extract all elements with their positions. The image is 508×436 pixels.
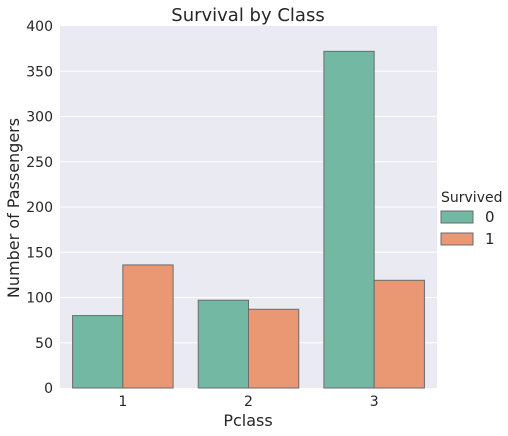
y-tick-label: 100 xyxy=(26,291,53,307)
bar-class-1-survived-1 xyxy=(122,264,174,389)
legend-swatch-0 xyxy=(440,210,474,224)
legend: Survived 0 1 xyxy=(440,190,502,248)
y-tick-label: 400 xyxy=(26,19,53,35)
x-tick-label: 3 xyxy=(370,394,379,410)
y-tick-label: 50 xyxy=(35,336,53,352)
x-axis-label: Pclass xyxy=(223,411,272,430)
y-tick-label: 300 xyxy=(26,110,53,126)
legend-title: Survived xyxy=(441,190,502,206)
y-tick-label: 200 xyxy=(26,200,53,216)
bar-class-2-survived-1 xyxy=(248,308,300,389)
x-tick-label: 2 xyxy=(244,394,253,410)
bar-class-1-survived-0 xyxy=(72,315,124,389)
x-tick-labels: 1 2 3 xyxy=(118,394,378,410)
legend-swatch-1 xyxy=(440,232,474,246)
bar-class-3-survived-1 xyxy=(373,279,425,389)
y-tick-label: 250 xyxy=(26,155,53,171)
legend-label-1: 1 xyxy=(485,230,495,248)
bar-class-2-survived-0 xyxy=(197,299,250,389)
chart-title: Survival by Class xyxy=(171,5,324,26)
y-tick-label: 0 xyxy=(44,381,53,397)
legend-label-0: 0 xyxy=(485,208,495,226)
y-tick-label: 350 xyxy=(26,64,53,80)
bars xyxy=(72,50,425,389)
y-tick-label: 150 xyxy=(26,245,53,261)
y-axis-label: Number of Passengers xyxy=(4,118,23,298)
bar-class-3-survived-0 xyxy=(323,50,375,389)
y-tick-labels: 0 50 100 150 200 250 300 350 400 xyxy=(26,19,53,397)
x-tick-label: 1 xyxy=(118,394,127,410)
